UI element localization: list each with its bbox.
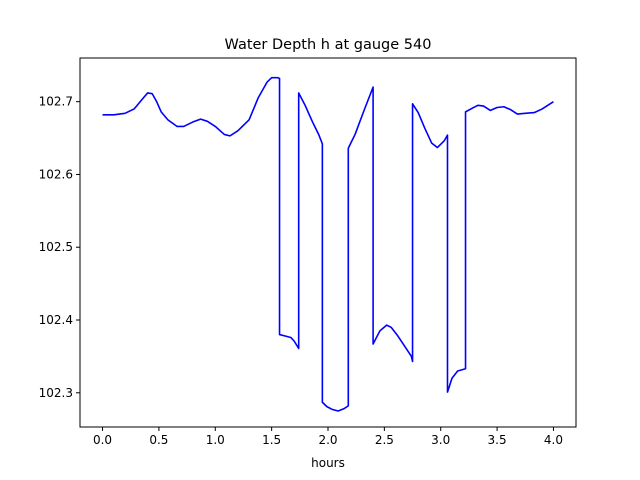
y-axis: 102.3 102.4 102.5 102.6 102.7: [39, 95, 80, 400]
x-tick-label: 4.0: [544, 433, 563, 447]
x-tick-label: 3.5: [488, 433, 507, 447]
x-tick-label: 0.5: [149, 433, 168, 447]
series-line-0: [102, 76, 554, 412]
x-tick-label: 0.0: [93, 433, 112, 447]
y-tick-label: 102.5: [39, 240, 73, 254]
plot-frame: [79, 57, 577, 428]
x-tick-label: 1.0: [206, 433, 225, 447]
y-tick-label: 102.4: [39, 313, 73, 327]
chart-title: Water Depth h at gauge 540: [225, 37, 432, 53]
plot-area: [79, 57, 577, 428]
x-axis-label: hours: [311, 456, 345, 470]
x-axis: 0.0 0.5 1.0 1.5 2.0 2.5 3.0 3.5 4.0: [93, 427, 563, 447]
y-tick-label: 102.3: [39, 386, 73, 400]
x-tick-label: 2.0: [318, 433, 337, 447]
x-tick-label: 3.0: [431, 433, 450, 447]
x-tick-label: 2.5: [375, 433, 394, 447]
y-tick-label: 102.7: [39, 95, 73, 109]
x-tick-label: 1.5: [262, 433, 281, 447]
y-tick-label: 102.6: [39, 167, 73, 181]
